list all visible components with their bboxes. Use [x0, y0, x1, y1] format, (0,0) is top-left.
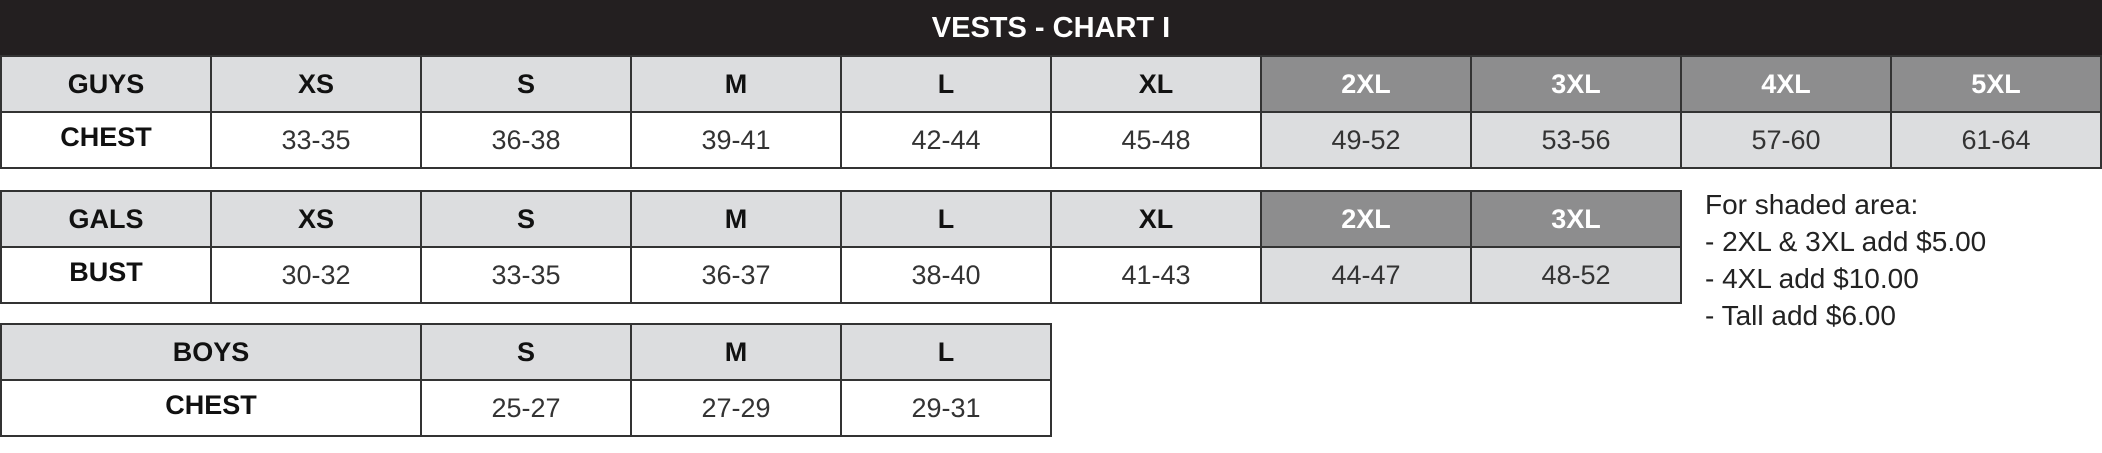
header-cell: L: [842, 325, 1050, 379]
header-cell: 4XL: [1682, 57, 1890, 111]
header-cell: BOYS: [2, 325, 420, 379]
data-cell: 48-52: [1472, 248, 1680, 302]
data-cell: CHEST: [2, 381, 420, 435]
size-table: BOYS S M L CHEST 25-27 27-29 29-31: [0, 323, 1052, 437]
header-cell: M: [632, 192, 840, 246]
data-cell: 25-27: [422, 381, 630, 435]
note-line: For shaded area:: [1705, 189, 1919, 220]
note-line: - 2XL & 3XL add $5.00: [1705, 226, 1987, 257]
header-cell: XS: [212, 57, 420, 111]
data-cell: CHEST: [2, 113, 210, 167]
data-cell: 61-64: [1892, 113, 2100, 167]
data-cell: 44-47: [1262, 248, 1470, 302]
header-cell: M: [632, 325, 840, 379]
data-cell: 45-48: [1052, 113, 1260, 167]
data-cell: 29-31: [842, 381, 1050, 435]
header-cell: S: [422, 325, 630, 379]
data-cell: 30-32: [212, 248, 420, 302]
header-cell: 5XL: [1892, 57, 2100, 111]
data-cell: 49-52: [1262, 113, 1470, 167]
data-cell: 33-35: [212, 113, 420, 167]
header-cell: S: [422, 192, 630, 246]
data-cell: 57-60: [1682, 113, 1890, 167]
size-table: GALS XS S M L XL 2XL 3XL BUST 30-32 33-35 36-37 38-4…: [0, 190, 1682, 304]
header-cell: XL: [1052, 57, 1260, 111]
header-cell: L: [842, 192, 1050, 246]
data-cell: 27-29: [632, 381, 840, 435]
data-cell: 38-40: [842, 248, 1050, 302]
data-cell: 33-35: [422, 248, 630, 302]
data-cell: 36-37: [632, 248, 840, 302]
data-cell: BUST: [2, 248, 210, 302]
header-cell: XS: [212, 192, 420, 246]
data-cell: 53-56: [1472, 113, 1680, 167]
header-cell: S: [422, 57, 630, 111]
header-cell: L: [842, 57, 1050, 111]
size-table: GUYS XS S M L XL 2XL 3XL 4XL 5XL CHEST 33-35 36-38 39…: [0, 55, 2102, 169]
header-cell: M: [632, 57, 840, 111]
data-cell: 36-38: [422, 113, 630, 167]
header-cell: XL: [1052, 192, 1260, 246]
header-cell: GALS: [2, 192, 210, 246]
data-cell: 41-43: [1052, 248, 1260, 302]
note-line: - Tall add $6.00: [1705, 300, 1896, 331]
header-cell: GUYS: [2, 57, 210, 111]
data-cell: 42-44: [842, 113, 1050, 167]
header-cell: 3XL: [1472, 57, 1680, 111]
notes: For shaded area: - 2XL & 3XL add $5.00 - 4…: [1705, 186, 1986, 334]
chart-title: VESTS - CHART I: [0, 0, 2102, 56]
header-cell: 3XL: [1472, 192, 1680, 246]
header-cell: 2XL: [1262, 57, 1470, 111]
header-cell: 2XL: [1262, 192, 1470, 246]
data-cell: 39-41: [632, 113, 840, 167]
note-line: - 4XL add $10.00: [1705, 263, 1919, 294]
